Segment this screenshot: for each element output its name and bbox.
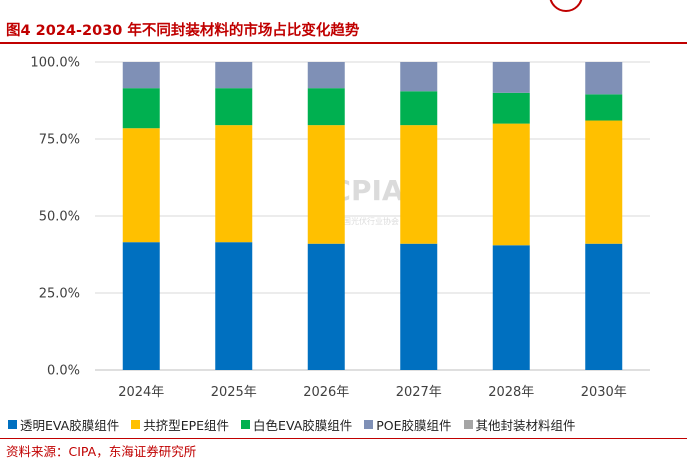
y-tick-label: 75.0% [39,133,80,148]
legend-label: 其他封装材料组件 [475,418,576,433]
bar-segment [400,243,438,370]
bars [122,62,623,370]
bar-segment [122,88,160,129]
legend-swatch [131,420,141,429]
x-tick-label: 2027年 [396,385,442,400]
bar-segment [400,125,438,244]
bar-segment [585,94,623,121]
y-axis-ticks: 0.0% 25.0% 50.0% 75.0% 100.0% [30,56,80,379]
x-tick-label: 2028年 [488,385,534,400]
legend-label: 共挤型EPE组件 [143,418,230,433]
bar-segment [492,245,530,370]
stacked-bar-chart: CPIA 中国光伏行业协会 0.0%25.0%50.0%75.0%100.0% … [30,56,650,400]
bar-segment [307,62,345,89]
bar-segment [122,242,160,370]
y-tick-label: 100.0% [30,56,80,71]
bar-segment [400,91,438,126]
bar-segment [122,62,160,89]
bar-segment [215,242,253,370]
gridlines [95,61,650,371]
bar-segment [492,62,530,93]
bar-segment [307,88,345,126]
bar-segment [585,62,623,95]
bar-segment [215,125,253,243]
y-tick-label: 0.0% [47,364,80,379]
bar-segment [492,123,530,246]
legend-label: 白色EVA胶膜组件 [253,418,353,433]
chart-legend: 透明EVA胶膜组件 共挤型EPE组件 白色EVA胶膜组件 POE胶膜组件 其他封装材料组… [8,415,687,434]
source-divider [0,438,687,439]
x-tick-label: 2026年 [303,385,349,400]
bar-segment [307,243,345,370]
bar-segment [215,62,253,89]
legend-item: 共挤型EPE组件 [131,415,229,434]
watermark-subtext: 中国光伏行业协会 [335,216,399,226]
bar-segment [400,62,438,92]
legend-label: POE胶膜组件 [376,418,452,433]
bar-segment [122,128,160,243]
bar-segment [307,125,345,244]
y-tick-label: 25.0% [39,287,80,302]
bar-segment [585,243,623,370]
bar-segment [215,88,253,126]
legend-label: 透明EVA胶膜组件 [20,418,120,433]
figure-title: 图4 2024-2030 年不同封装材料的市场占比变化趋势 [6,23,360,39]
bar-segment [492,92,530,124]
legend-swatch [364,420,374,429]
x-axis-ticks: 2024年 2025年 2026年 2027年 2028年 2030年 [118,385,627,400]
bar-segment [585,120,623,244]
legend-item: POE胶膜组件 [364,415,452,434]
legend-item: 透明EVA胶膜组件 [8,415,119,434]
legend-swatch [241,420,251,429]
source-note: 资料来源：CIPA，东海证券研究所 [6,444,197,459]
x-tick-label: 2024年 [118,385,164,400]
legend-swatch [463,420,473,429]
x-tick-label: 2025年 [211,385,257,400]
x-tick-label: 2030年 [581,385,627,400]
y-tick-label: 50.0% [39,210,80,225]
title-divider [0,42,687,44]
legend-swatch [8,420,17,429]
legend-item: 白色EVA胶膜组件 [241,415,352,434]
legend-item: 其他封装材料组件 [463,415,576,434]
